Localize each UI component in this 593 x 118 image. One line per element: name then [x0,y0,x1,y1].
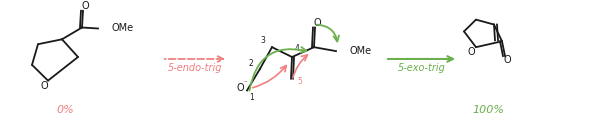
Text: 3: 3 [260,36,266,45]
Text: 2: 2 [248,59,253,68]
Text: OMe: OMe [112,23,134,34]
Text: 5-exo-trig: 5-exo-trig [398,63,446,73]
Text: OMe: OMe [350,46,372,56]
Text: O: O [236,82,244,93]
Text: 0%: 0% [56,105,74,115]
Text: 5: 5 [298,77,302,86]
Text: O: O [81,1,89,11]
Text: ⁻: ⁻ [243,81,247,87]
Text: 100%: 100% [472,105,504,115]
Text: 5-endo-trig: 5-endo-trig [168,63,222,73]
Text: 4: 4 [295,44,299,53]
Text: O: O [40,81,48,91]
Text: O: O [503,55,511,65]
Text: O: O [313,18,321,28]
Text: O: O [467,47,475,57]
Text: 1: 1 [250,93,254,102]
